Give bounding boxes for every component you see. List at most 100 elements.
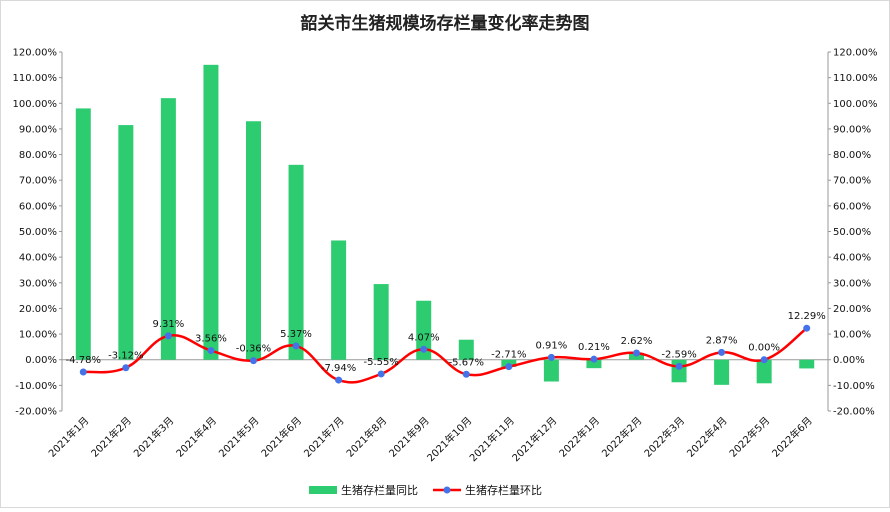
left-axis-ticks: 120.00% 110.00% 100.00% 90.00% 80.00% 70.00% 6… (13, 48, 58, 418)
x-tick-2021年3月: 2021年3月 (131, 414, 177, 460)
mom-marker-2021年11月 (505, 363, 513, 371)
x-tick-2022年4月: 2022年4月 (684, 414, 730, 460)
line-data-labels: -4.78% -3.12%9.31%3.56%-0.36%5.37%-7.94%-… (66, 311, 826, 374)
x-tick-2022年1月: 2022年1月 (556, 414, 602, 460)
x-tick-2021年5月: 2021年5月 (216, 414, 262, 460)
y-tick-right: 40.00% (833, 253, 871, 264)
y-tick-left: 120.00% (13, 48, 58, 59)
mom-marker-2021年2月 (122, 364, 130, 372)
y-tick-left: 100.00% (13, 99, 58, 110)
mom-marker-2022年1月 (590, 355, 598, 363)
bar-2022年1月 (586, 359, 602, 369)
bar-2021年7月 (331, 240, 347, 360)
x-axis-ticks: 2021年1月2021年2月2021年3月2021年4月2021年5月2021年… (46, 414, 815, 464)
y-tick-left: -20.00% (15, 407, 57, 418)
y-tick-right: 70.00% (833, 176, 871, 187)
mom-label-2022年1月: 0.21% (578, 342, 610, 353)
line-markers (79, 324, 811, 384)
mom-label-2022年3月: -2.59% (661, 349, 696, 360)
mom-marker-2021年5月 (250, 357, 257, 365)
x-tick-2021年9月: 2021年9月 (386, 414, 432, 460)
mom-label-2021年11月: -2.71% (491, 350, 526, 361)
mom-label-2021年12月: 0.91% (535, 340, 567, 351)
y-tick-left: 50.00% (19, 227, 57, 238)
mom-label-2021年2月: -3.12% (108, 351, 143, 362)
y-tick-right: 80.00% (833, 150, 871, 161)
bar-2021年3月 (160, 98, 176, 360)
mom-marker-2021年4月 (207, 347, 215, 355)
mom-label-2022年2月: 2.62% (621, 336, 653, 347)
y-tick-right: 10.00% (833, 330, 871, 341)
x-tick-2021年1月: 2021年1月 (46, 414, 92, 460)
bar-2021年1月 (75, 108, 91, 360)
y-tick-left: 110.00% (13, 73, 58, 84)
line-series (83, 327, 808, 384)
mom-label-2021年9月: 4.07% (408, 332, 440, 343)
mom-marker-2021年10月 (462, 370, 470, 378)
x-tick-2021年10月: 2021年10月 (424, 414, 474, 464)
mom-marker-2022年2月 (633, 349, 640, 357)
y-tick-left: 80.00% (19, 150, 57, 161)
mom-marker-2021年3月 (164, 332, 172, 340)
mom-marker-2022年5月 (760, 356, 768, 364)
x-tick-2022年5月: 2022年5月 (726, 414, 772, 460)
y-tick-left: -10.00% (15, 381, 57, 392)
y-tick-left: 10.00% (19, 330, 57, 341)
mom-label-2022年6月: 12.29% (788, 311, 826, 322)
bar-2021年12月 (543, 359, 559, 382)
x-tick-2021年2月: 2021年2月 (88, 414, 134, 460)
x-tick-2022年2月: 2022年2月 (599, 414, 645, 460)
y-tick-left: 40.00% (19, 253, 57, 264)
y-tick-right: 110.00% (833, 73, 878, 84)
y-tick-right: 50.00% (833, 227, 871, 238)
bar-2021年10月 (458, 339, 474, 360)
x-tick-2022年3月: 2022年3月 (641, 414, 687, 460)
bar-2021年9月 (416, 300, 432, 360)
mom-label-2021年7月: -7.94% (321, 363, 356, 374)
mom-label-2022年5月: 0.00% (748, 343, 780, 354)
legend-swatch-mom-marker (443, 486, 451, 494)
y-tick-left: 0.00% (25, 355, 57, 366)
mom-marker-2022年4月 (718, 348, 726, 356)
y-tick-right: 30.00% (833, 278, 871, 289)
y-tick-right: 20.00% (833, 304, 871, 315)
x-tick-2021年8月: 2021年8月 (343, 414, 389, 460)
y-tick-left: 60.00% (19, 201, 57, 212)
bar-2021年2月 (118, 125, 134, 360)
legend-swatch-yoy (309, 486, 337, 494)
legend-label-mom: 生猪存栏量环比 (465, 483, 542, 497)
y-tick-right: 120.00% (833, 48, 878, 59)
mom-label-2021年6月: 5.37% (280, 329, 312, 340)
mom-label-2021年4月: 3.56% (195, 334, 227, 345)
mom-label-2021年5月: -0.36% (236, 344, 271, 355)
mom-marker-2021年6月 (292, 342, 300, 350)
y-tick-right: 0.00% (833, 355, 865, 366)
mom-marker-2021年9月 (420, 345, 428, 353)
x-tick-2021年4月: 2021年4月 (173, 414, 219, 460)
mom-marker-2022年3月 (675, 362, 683, 370)
legend-label-yoy: 生猪存栏量同比 (341, 483, 418, 497)
mom-label-2021年8月: -5.55% (363, 357, 398, 368)
mom-label-2021年10月: -5.67% (449, 357, 484, 368)
mom-line-path (83, 327, 808, 384)
mom-marker-2021年1月 (79, 368, 87, 376)
mom-label-2021年3月: 9.31% (152, 319, 184, 330)
x-tick-2021年6月: 2021年6月 (258, 414, 304, 460)
y-tick-left: 70.00% (19, 176, 57, 187)
bar-2022年5月 (756, 359, 772, 384)
x-tick-2021年12月: 2021年12月 (509, 414, 559, 464)
y-tick-left: 20.00% (19, 304, 57, 315)
y-tick-right: 60.00% (833, 201, 871, 212)
y-tick-right: -10.00% (833, 381, 875, 392)
mom-label-2022年4月: 2.87% (706, 335, 738, 346)
bar-2022年6月 (799, 359, 815, 369)
y-tick-right: -20.00% (833, 407, 875, 418)
mom-marker-2021年12月 (547, 353, 555, 361)
mom-label-2021年1月: -4.78% (66, 355, 101, 366)
mom-marker-2021年8月 (377, 370, 385, 378)
y-tick-left: 90.00% (19, 124, 57, 135)
bar-2022年4月 (714, 359, 730, 385)
bar-2021年5月 (246, 121, 261, 360)
